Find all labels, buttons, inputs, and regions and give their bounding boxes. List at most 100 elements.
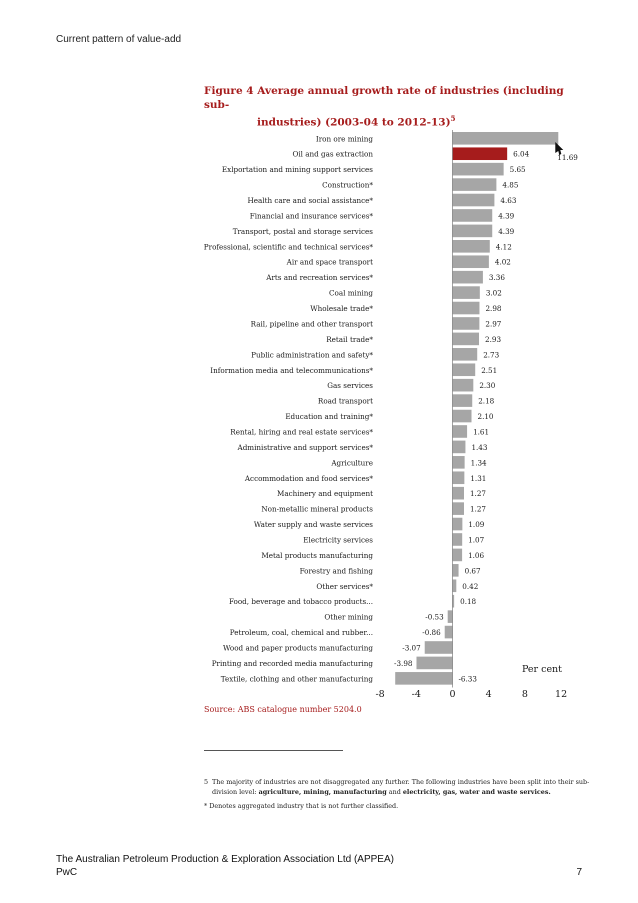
footnote-5: 5 The majority of industries are not disa… [204, 777, 594, 797]
bar-machinery-and-equipment [452, 486, 464, 500]
footnote-ref: 5 [450, 114, 456, 123]
category-label-other-mining: Other mining [324, 613, 373, 622]
category-label-retail-trade: Retail trade* [326, 335, 373, 344]
bar-wholesale-trade [452, 301, 480, 315]
bar-water-supply-and-waste-services [452, 517, 463, 531]
value-label-metal-products-manufacturing: 1.06 [468, 551, 484, 560]
value-label-air-and-space-transport: 4.02 [495, 258, 511, 267]
category-label-oil-and-gas-extraction: Oil and gas extraction [292, 150, 373, 159]
value-label-road-transport: 2.18 [478, 397, 494, 406]
x-tick-label: -4 [412, 689, 421, 700]
value-label-wood-and-paper-products-manufacturing: -3.07 [402, 643, 421, 652]
bar-health-care-and-social-assistance [452, 193, 495, 207]
value-label-agriculture: 1.34 [471, 458, 487, 467]
category-label-administrative-and-support-services: Administrative and support services* [237, 443, 374, 452]
bar-oil-and-gas-extraction [452, 147, 508, 161]
figure-title-line1: Figure 4 Average annual growth rate of i… [204, 85, 564, 111]
bar-other-mining [447, 610, 453, 623]
value-label-gas-services: 2.30 [479, 381, 495, 390]
x-tick-label: -8 [375, 689, 384, 700]
category-label-education-and-training: Education and training* [285, 412, 373, 421]
x-axis-label: Per cent [522, 664, 562, 675]
value-label-wholesale-trade: 2.98 [485, 304, 501, 313]
bar-administrative-and-support-services [452, 440, 466, 454]
value-label-transport-postal-and-storage-services: 4.39 [498, 227, 514, 236]
x-tick-label: 0 [449, 689, 455, 700]
x-tick-label: 8 [522, 689, 528, 700]
bar-transport-postal-and-storage-services [452, 224, 493, 238]
category-label-iron-ore-mining: Iron ore mining [316, 134, 373, 143]
x-axis: -8 -4 0 4 8 12 Per cent [375, 130, 567, 700]
value-labels: 11.69 6.04 5.65 4.85 4.63 4.39 4.39 4.12 4.02 3.3… [394, 142, 578, 683]
value-label-professional-scientific-and-technical-services: 4.12 [496, 242, 512, 251]
bar-food-beverage-and-tobacco-products [452, 594, 455, 608]
category-label-water-supply-and-waste-services: Water supply and waste services [254, 520, 373, 529]
x-tick-label: 12 [555, 689, 567, 700]
value-label-rental-hiring-and-real-estate-services: 1.61 [473, 427, 489, 436]
value-label-administrative-and-support-services: 1.43 [471, 443, 487, 452]
category-label-food-beverage-and-tobacco-products: Food, beverage and tobacco products... [229, 597, 373, 606]
value-label-arts-and-recreation-services: 3.36 [489, 273, 505, 282]
bar-coal-mining [452, 286, 480, 299]
category-label-electricity-services: Electricity services [303, 535, 373, 544]
footnote-divider [204, 750, 343, 751]
bar-non-metallic-mineral-products [452, 502, 464, 515]
bar-road-transport [452, 394, 473, 407]
bar-petroleum-coal-chemical-and-rubber [444, 625, 453, 639]
footnote-bold-2: electricity, gas, water and waste servic… [402, 788, 551, 796]
value-label-construction: 4.85 [502, 181, 518, 190]
category-label-rail-pipeline-and-other-transport: Rail, pipeline and other transport [251, 319, 373, 328]
aggregated-note: * Denotes aggregated industry that is no… [204, 802, 399, 810]
category-label-information-media-and-telecommunications: Information media and telecommunications… [210, 366, 373, 375]
category-label-wholesale-trade: Wholesale trade* [310, 304, 373, 313]
category-label-forestry-and-fishing: Forestry and fishing [300, 566, 374, 575]
category-label-textile-clothing-and-other-manufacturing: Textile, clothing and other manufacturin… [221, 674, 374, 683]
bar-metal-products-manufacturing [452, 548, 463, 562]
bars [395, 132, 559, 685]
value-label-electricity-services: 1.07 [468, 535, 484, 544]
category-label-health-care-and-social-assistance: Health care and social assistance* [247, 196, 373, 205]
bar-exlportation-and-mining-support-services [452, 162, 504, 176]
value-label-other-services: 0.42 [462, 582, 478, 591]
value-label-health-care-and-social-assistance: 4.63 [500, 196, 516, 205]
figure-title: Figure 4 Average annual growth rate of i… [204, 84, 564, 130]
category-label-public-administration-and-safety: Public administration and safety* [251, 350, 373, 359]
footer-organisation: The Australian Petroleum Production & Ex… [56, 854, 394, 865]
category-label-financial-and-insurance-services: Financial and insurance services* [250, 211, 374, 220]
value-label-oil-and-gas-extraction: 6.04 [513, 150, 529, 159]
value-label-iron-ore-mining: 11.69 [557, 153, 578, 162]
bar-accommodation-and-food-services [452, 471, 465, 485]
category-label-exlportation-and-mining-support-services: Exlportation and mining support services [222, 165, 373, 174]
bar-wood-and-paper-products-manufacturing [424, 641, 453, 654]
category-label-construction: Construction* [322, 181, 373, 190]
category-label-machinery-and-equipment: Machinery and equipment [277, 489, 373, 498]
category-label-arts-and-recreation-services: Arts and recreation services* [265, 273, 373, 282]
bar-forestry-and-fishing [452, 564, 459, 577]
value-label-non-metallic-mineral-products: 1.27 [470, 505, 486, 514]
bar-construction [452, 178, 497, 191]
bar-information-media-and-telecommunications [452, 363, 476, 377]
value-label-coal-mining: 3.02 [486, 289, 502, 298]
pointer-icon [555, 142, 564, 155]
value-label-exlportation-and-mining-support-services: 5.65 [510, 165, 526, 174]
bar-rental-hiring-and-real-estate-services [452, 425, 468, 438]
category-label-road-transport: Road transport [318, 397, 373, 406]
category-label-other-services: Other services* [316, 582, 373, 591]
category-label-petroleum-coal-chemical-and-rubber: Petroleum, coal, chemical and rubber... [230, 628, 373, 637]
value-label-retail-trade: 2.93 [485, 335, 501, 344]
bar-iron-ore-mining [452, 132, 559, 145]
bar-education-and-training [452, 409, 472, 423]
value-label-textile-clothing-and-other-manufacturing: -6.33 [459, 674, 478, 683]
bar-chart: Iron ore mining Oil and gas extraction Exl… [204, 130, 578, 700]
value-label-education-and-training: 2.10 [478, 412, 494, 421]
bar-arts-and-recreation-services [452, 270, 483, 284]
figure-title-line2: industries) (2003-04 to 2012-13) [257, 116, 451, 129]
value-label-machinery-and-equipment: 1.27 [470, 489, 486, 498]
value-label-printing-and-recorded-media-manufacturing: -3.98 [394, 659, 413, 668]
footnote-bold: agriculture, mining, manufacturing [258, 788, 387, 796]
footnote-number: 5 [204, 778, 209, 786]
value-label-rail-pipeline-and-other-transport: 2.97 [485, 319, 501, 328]
page-footer: The Australian Petroleum Production & Ex… [56, 853, 582, 879]
bar-printing-and-recorded-media-manufacturing [416, 656, 453, 670]
bar-other-services [452, 579, 457, 593]
